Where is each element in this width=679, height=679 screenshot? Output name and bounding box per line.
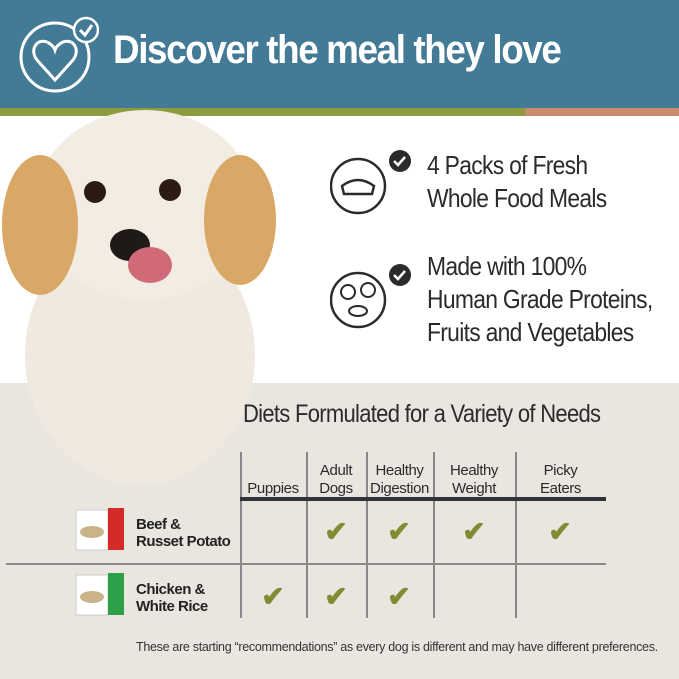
stripe-orange [525,108,679,116]
feature-line: Whole Food Meals [427,183,607,213]
page-title: Discover the meal they love [113,28,562,72]
feature-human-grade: Made with 100% Human Grade Proteins, Fru… [427,250,653,349]
feature-line: Made with 100% [427,251,587,281]
check-mark-icon: ✔ [387,516,411,547]
check-mark-icon: ✔ [462,516,486,547]
feature-line: Fruits and Vegetables [427,317,634,347]
feature-fresh-meals: 4 Packs of Fresh Whole Food Meals [427,149,607,215]
dog-photo [2,110,276,485]
row-label-beef: Beef & Russet Potato [136,516,231,550]
column-header-puppies: Puppies [247,480,299,497]
row-label-chicken: Chicken & White Rice [136,581,208,615]
feature-line: Human Grade Proteins, [427,284,653,314]
column-divider [515,452,517,618]
check-mark-icon: ✔ [324,516,348,547]
row-divider [6,563,606,565]
header-rule [240,497,606,501]
check-mark-icon: ✔ [548,516,572,547]
column-divider [306,452,308,618]
column-header-healthy-weight: Healthy Weight [449,462,499,497]
check-mark-icon: ✔ [324,581,348,612]
header-banner [0,0,679,108]
produce-meat-check-icon [330,264,411,329]
footnote: These are starting “recommendations” as … [136,640,658,654]
heart-check-icon [19,16,99,93]
column-divider [366,452,368,618]
column-divider [433,452,435,618]
column-header-healthy-digestion: Healthy Digestion [370,462,429,497]
check-mark-icon: ✔ [387,581,411,612]
feature-line: 4 Packs of Fresh [427,150,588,180]
column-header-picky-eaters: Picky Eaters [540,462,581,497]
stripe-green [0,108,525,116]
table-title: Diets Formulated for a Variety of Needs [243,400,601,428]
check-mark-icon: ✔ [261,581,285,612]
beef-package-image [75,508,124,551]
chicken-package-image [75,573,124,616]
food-bowl-check-icon [330,150,411,215]
column-divider [240,452,242,618]
column-header-adult-dogs: Adult Dogs [319,462,353,497]
